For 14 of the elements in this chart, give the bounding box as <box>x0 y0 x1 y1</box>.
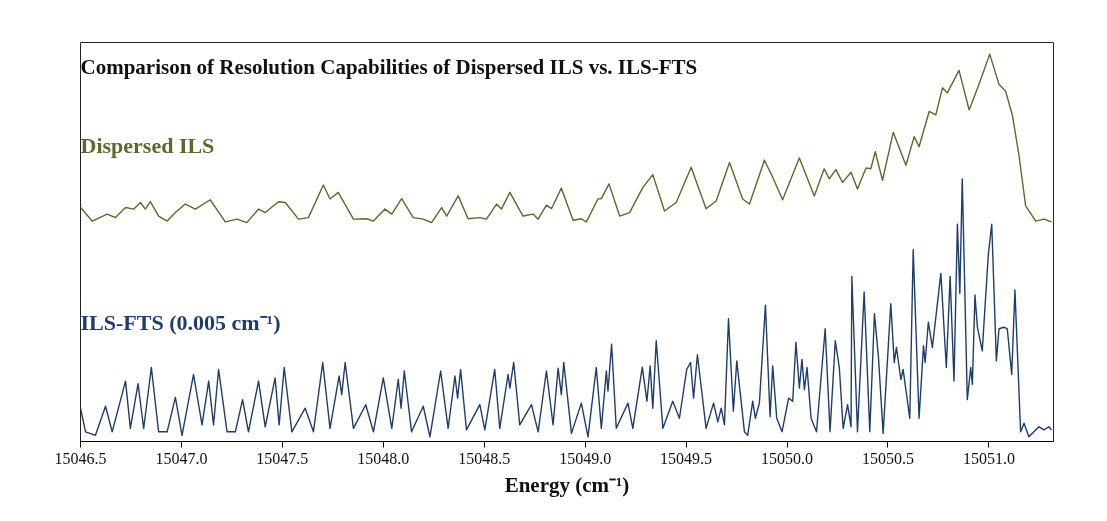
x-tick-label: 15048.0 <box>357 449 410 467</box>
x-axis-title: Energy (cm⁻¹) <box>504 472 630 497</box>
x-tick-label: 15049.5 <box>660 449 713 467</box>
x-tick-label: 15046.5 <box>54 449 107 467</box>
x-tick-label: 15049.0 <box>559 449 612 467</box>
chart-title: Comparison of Resolution Capabilities of Dispersed ILS vs. ILS-FTS <box>80 54 698 79</box>
series-label: ILS-FTS (0.005 cm⁻¹) <box>80 310 281 336</box>
x-tick-label: 15051.0 <box>962 449 1015 467</box>
series-label: Dispersed ILS <box>80 132 215 158</box>
x-tick-label: 15050.5 <box>861 449 914 467</box>
x-tick-label: 15047.0 <box>155 449 208 467</box>
x-tick-label: 15050.0 <box>761 449 814 467</box>
x-tick-label: 15047.5 <box>256 449 309 467</box>
x-tick-label: 15048.5 <box>458 449 511 467</box>
